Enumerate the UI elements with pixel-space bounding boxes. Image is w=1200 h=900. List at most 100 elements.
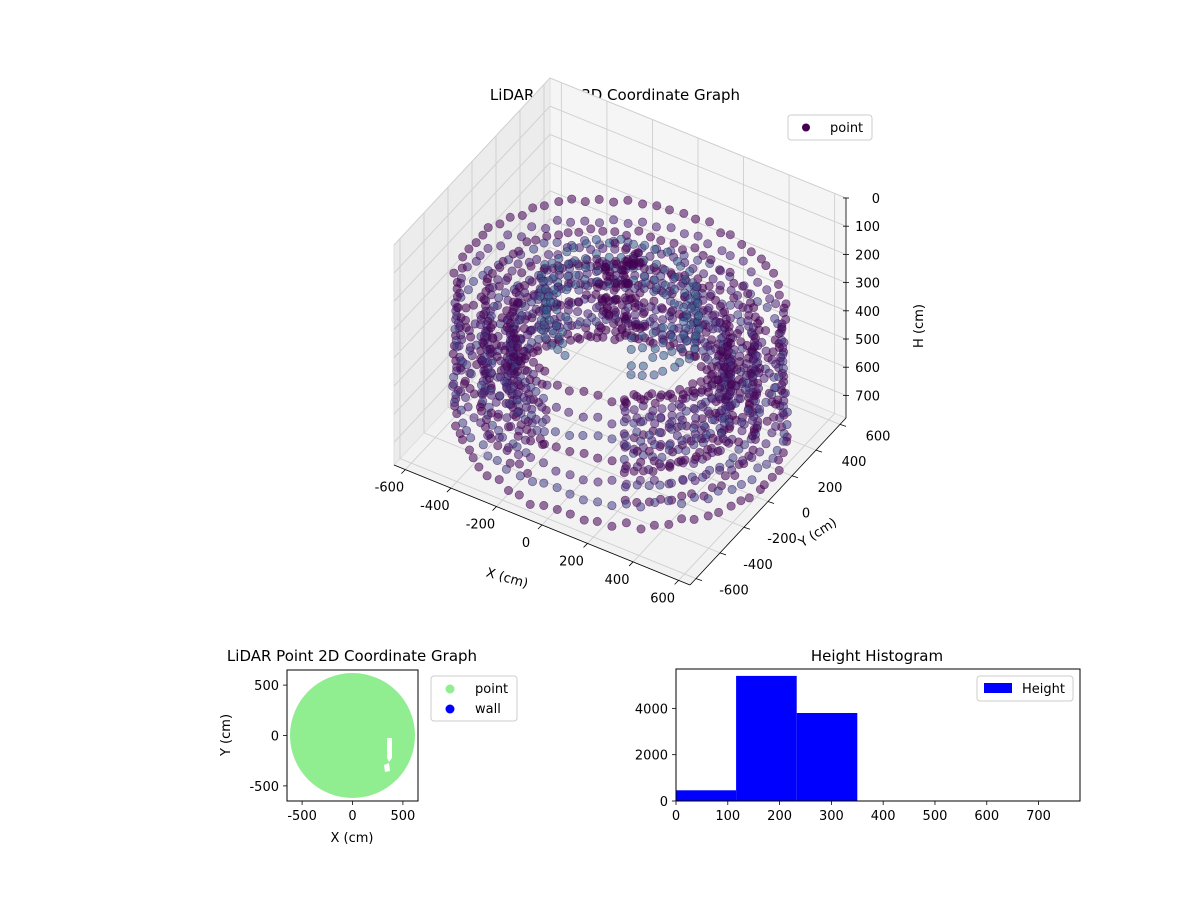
data-point xyxy=(507,266,517,276)
data-point xyxy=(558,338,568,348)
data-point xyxy=(508,297,518,307)
data-point xyxy=(486,323,496,333)
data-point xyxy=(664,479,674,489)
data-point xyxy=(691,452,701,462)
data-point xyxy=(776,352,786,362)
legend-label-wall: wall xyxy=(475,702,501,717)
data-point xyxy=(513,450,523,460)
data-point xyxy=(544,250,554,260)
data-point xyxy=(469,413,479,423)
data-point xyxy=(759,373,769,383)
data-point xyxy=(663,391,673,401)
chart-2d-legend: point wall xyxy=(430,675,518,722)
x-tick-label: 100 xyxy=(715,809,740,824)
data-point xyxy=(712,361,722,371)
y-tick-label: 600 xyxy=(866,429,891,444)
data-point xyxy=(519,346,529,356)
data-point xyxy=(580,197,590,207)
data-point xyxy=(492,352,502,362)
data-point xyxy=(502,361,512,371)
data-point xyxy=(718,352,728,362)
data-point xyxy=(779,303,789,313)
data-point xyxy=(632,427,642,437)
y-tick-label: 500 xyxy=(254,679,279,694)
data-point xyxy=(513,431,523,441)
histogram-bar xyxy=(796,713,858,801)
y-tick xyxy=(767,501,775,504)
histogram-title: Height Histogram xyxy=(811,647,943,665)
data-point xyxy=(670,362,680,372)
x-tick-label: 0 xyxy=(672,809,680,824)
data-point xyxy=(623,279,633,289)
legend-label-height: Height xyxy=(1022,682,1065,697)
x-tick-label: 700 xyxy=(1026,809,1051,824)
data-point xyxy=(591,249,601,259)
data-point xyxy=(578,412,588,422)
data-point xyxy=(526,452,536,462)
data-point xyxy=(650,398,660,408)
data-point xyxy=(644,430,654,440)
data-point xyxy=(527,222,537,232)
data-point xyxy=(571,270,581,280)
data-point xyxy=(594,194,604,204)
data-point xyxy=(607,434,617,444)
data-point xyxy=(458,252,468,262)
data-point xyxy=(630,302,640,312)
data-point xyxy=(610,227,620,237)
data-point xyxy=(680,288,690,298)
data-point xyxy=(669,238,679,248)
data-point xyxy=(449,379,459,389)
data-point xyxy=(706,255,716,265)
data-point xyxy=(540,332,550,342)
data-point xyxy=(621,461,631,471)
data-point xyxy=(539,201,549,211)
data-point xyxy=(591,235,601,245)
data-point xyxy=(493,412,503,422)
data-point xyxy=(701,469,711,479)
data-point xyxy=(696,377,706,387)
data-point xyxy=(637,331,647,341)
data-point xyxy=(511,334,521,344)
data-point xyxy=(754,325,764,335)
data-point xyxy=(707,335,717,345)
legend-marker-wall xyxy=(445,704,455,714)
data-point xyxy=(628,261,638,271)
data-point xyxy=(635,288,645,298)
data-point xyxy=(767,389,777,399)
data-point xyxy=(691,214,701,224)
data-point xyxy=(638,361,648,371)
data-point xyxy=(660,265,670,275)
data-point xyxy=(650,275,660,285)
data-point xyxy=(649,296,659,306)
data-point xyxy=(762,302,772,312)
histogram-bars xyxy=(676,675,858,801)
data-point xyxy=(649,370,659,380)
data-point xyxy=(703,239,713,249)
data-point xyxy=(685,266,695,276)
data-point xyxy=(708,369,718,379)
data-point xyxy=(554,197,564,207)
data-point xyxy=(782,420,792,430)
data-point xyxy=(765,294,775,304)
data-point xyxy=(563,259,573,269)
h-tick-label: 700 xyxy=(855,389,880,404)
data-point xyxy=(744,353,754,363)
chart-2d-title: LiDAR Point 2D Coordinate Graph xyxy=(227,647,477,665)
data-point xyxy=(746,247,756,257)
data-point xyxy=(500,288,510,298)
data-point xyxy=(637,343,647,353)
x-tick xyxy=(537,524,543,530)
data-point xyxy=(669,299,679,309)
data-point xyxy=(743,406,753,416)
h-tick-label: 500 xyxy=(855,333,880,348)
data-point xyxy=(593,390,603,400)
data-point xyxy=(552,483,562,493)
data-point xyxy=(528,203,538,213)
data-point xyxy=(493,441,503,451)
data-point xyxy=(779,428,789,438)
data-point xyxy=(564,386,574,396)
data-point xyxy=(701,430,711,440)
data-point xyxy=(525,394,535,404)
data-point xyxy=(650,440,660,450)
